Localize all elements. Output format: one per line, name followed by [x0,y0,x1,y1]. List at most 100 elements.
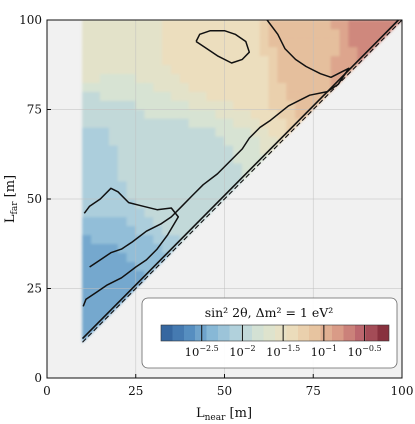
heatmap-cell [108,252,119,262]
heatmap-cell [268,91,279,101]
heatmap-cell [135,162,145,173]
heatmap-cell [135,64,145,74]
heatmap-cell [224,46,234,57]
heatmap-cell [277,91,287,101]
contour-lines [82,20,350,307]
heatmap-cell [188,64,199,74]
heatmap-cell [330,55,341,66]
heatmap-cell [91,171,101,182]
heatmap-cell [224,171,234,182]
heatmap-cell [321,46,332,57]
contour-line [82,187,180,307]
heatmap-cell [197,162,208,173]
heatmap-cell [82,109,92,119]
heatmap-cell [108,171,119,182]
heatmap-cell [82,37,92,48]
heatmap-cell [188,136,199,146]
heatmap-cell [170,46,181,57]
heatmap-cell [250,28,261,39]
heatmap-cell [82,82,92,92]
heatmap-cell [295,82,305,92]
heatmap-cell [241,91,252,101]
heatmap-cell [348,28,358,39]
heatmap-cell [188,46,199,57]
heatmap-cell [126,64,137,74]
heatmap-cell [188,28,199,39]
heatmap-cell [206,109,216,119]
heatmap-cell [99,225,110,236]
colorbar-title: sin² 2θ, Δm² = 1 eV² [205,305,334,320]
heatmap-cell [321,20,332,30]
heatmap-cell [144,28,154,39]
heatmap-cell [91,73,101,83]
heatmap-cell [215,136,225,146]
heatmap-cell [153,180,163,191]
heatmap-cell [108,153,119,164]
heatmap-cell [215,145,225,155]
heatmap-cell [144,109,154,119]
heatmap-cell [135,100,145,110]
heatmap-cell [82,225,92,236]
heatmap-cell [206,55,216,66]
heatmap-cell [224,37,234,48]
heatmap-cell [170,20,181,30]
heatmap-cell [162,28,172,39]
heatmap-cell [91,55,101,66]
heatmap-cell [82,55,92,66]
heatmap-cell [144,37,154,48]
heatmap-cell [82,252,92,262]
heatmap-cell [135,136,145,146]
heatmap-cell [99,270,110,280]
heatmap-cell [135,145,145,155]
heatmap-cell [82,162,92,173]
heatmap-cell [286,64,296,74]
heatmap-cell [241,73,252,83]
heatmap-cell [206,91,216,101]
heatmap-cell [224,127,234,137]
heatmap-cell [259,46,270,57]
heatmap-cell [224,145,234,155]
heatmap-cell [126,136,137,146]
heatmap-cell [206,100,216,110]
heatmap-cell [286,82,296,92]
heatmap-cell [117,64,128,74]
heatmap-cell [117,261,128,271]
heatmap-cell [135,189,145,200]
heatmap-cell [99,216,110,227]
heatmap-cell [233,136,243,146]
heatmap-cell [108,55,119,66]
heatmap-cell [135,82,145,92]
heatmap-cell [117,37,128,48]
heatmap-cell [206,37,216,48]
heatmap-cell [153,234,163,245]
heatmap-cell [206,153,216,164]
heatmap-cell [162,118,172,128]
heatmap-cell [268,127,279,137]
x-tick-label: 75 [306,384,321,398]
heatmap-cell [286,28,296,39]
heatmap-cell [91,46,101,57]
heatmap-cell [108,234,119,245]
heatmap-cell [233,82,243,92]
heatmap-cell [108,64,119,74]
heatmap-cell [170,55,181,66]
heatmap-cell [82,270,92,280]
heatmap-cell [108,91,119,101]
x-tick-label: 50 [217,384,232,398]
heatmap-cell [108,118,119,128]
heatmap-cell [188,91,199,101]
heatmap-cell [304,73,314,83]
heatmap-cell [215,64,225,74]
heatmap-cell [117,82,128,92]
heatmap-cell [224,20,234,30]
heatmap-cell [224,91,234,101]
heatmap-cell [91,91,101,101]
heatmap-cell [91,20,101,30]
heatmap-cell [179,64,190,74]
heatmap-cell [295,28,305,39]
heatmap-cell [188,127,199,137]
heatmap-cell [117,20,128,30]
heatmap-cell [179,82,190,92]
heatmap-cell [312,55,323,66]
heatmap-cell [162,64,172,74]
